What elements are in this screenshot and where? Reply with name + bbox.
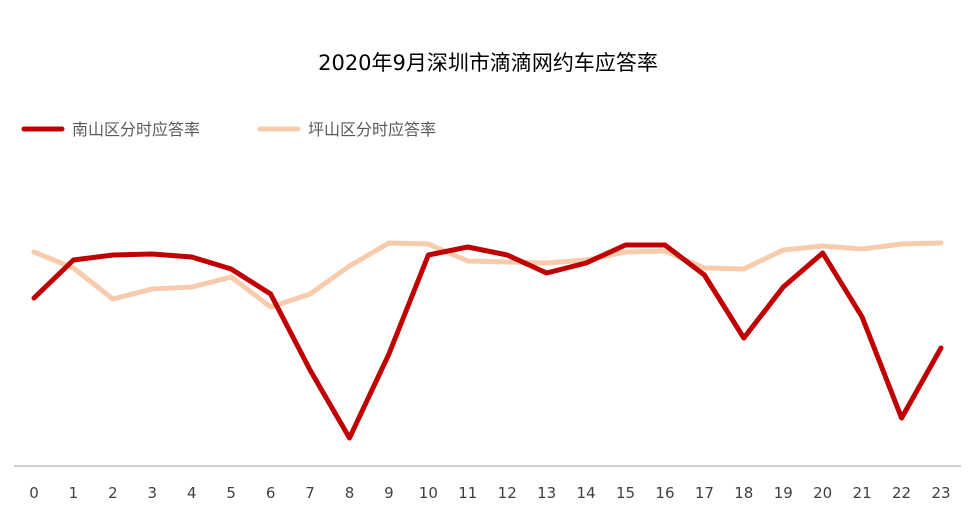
x-tick-label: 0 — [29, 484, 39, 502]
x-tick-label: 6 — [266, 484, 276, 502]
x-tick-label: 22 — [892, 484, 911, 502]
x-tick-label: 19 — [774, 484, 793, 502]
x-tick-label: 21 — [853, 484, 872, 502]
series-line-nanshan — [31, 242, 944, 441]
x-tick-label: 15 — [616, 484, 635, 502]
x-tick-label: 9 — [384, 484, 394, 502]
x-tick-label: 20 — [813, 484, 832, 502]
x-tick-label: 16 — [655, 484, 674, 502]
legend-label-nanshan: 南山区分时应答率 — [72, 120, 200, 139]
x-tick-label: 2 — [108, 484, 118, 502]
x-tick-label: 7 — [305, 484, 315, 502]
chart-title: 2020年9月深圳市滴滴网约车应答率 — [318, 51, 658, 75]
x-tick-label: 14 — [577, 484, 596, 502]
x-tick-label: 10 — [419, 484, 438, 502]
series-line-pingshan — [31, 240, 944, 310]
x-axis-ticks: 0 1 2 3 4 5 6 7 8 9 10 11 12 13 14 15 16 17 18 19 20 21 22 23 — [29, 484, 950, 502]
x-tick-label: 3 — [148, 484, 158, 502]
x-tick-label: 1 — [69, 484, 79, 502]
x-tick-label: 13 — [537, 484, 556, 502]
x-tick-label: 12 — [498, 484, 517, 502]
legend: 南山区分时应答率 坪山区分时应答率 — [21, 120, 436, 139]
x-tick-label: 17 — [695, 484, 714, 502]
x-tick-label: 23 — [931, 484, 950, 502]
x-tick-label: 11 — [458, 484, 477, 502]
x-tick-label: 5 — [226, 484, 236, 502]
x-tick-label: 8 — [345, 484, 355, 502]
x-tick-label: 4 — [187, 484, 197, 502]
x-tick-label: 18 — [734, 484, 753, 502]
legend-label-pingshan: 坪山区分时应答率 — [308, 120, 436, 139]
series-lines — [31, 240, 944, 441]
